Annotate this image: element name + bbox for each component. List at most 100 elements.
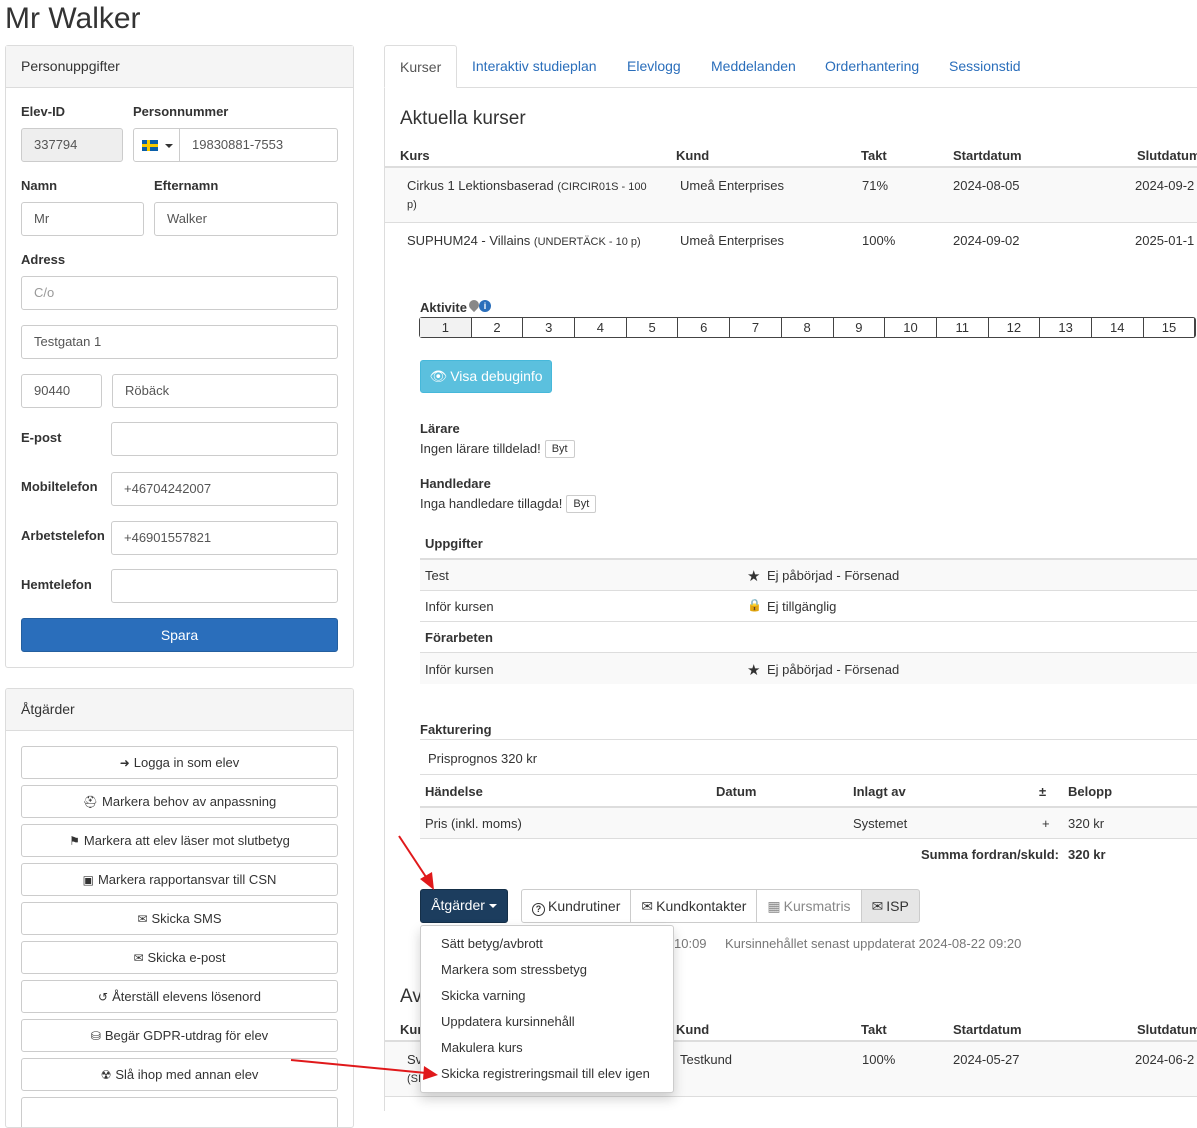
tab-interaktiv-studieplan[interactable]: Interaktiv studieplan (472, 58, 597, 74)
first-name-field[interactable]: Mr (21, 202, 144, 236)
email-label: E-post (21, 430, 62, 445)
activity-step[interactable]: 13 (1040, 318, 1092, 337)
city-field[interactable]: Röbäck (112, 374, 338, 408)
tab-elevlogg[interactable]: Elevlogg (627, 58, 681, 74)
tab-meddelanden[interactable]: Meddelanden (711, 58, 796, 74)
current-courses-heading: Aktuella kurser (400, 108, 526, 129)
divider (420, 774, 1197, 775)
menu-item-resend-registration[interactable]: Skicka registreringsmail till elev igen (441, 1066, 650, 1081)
table-row[interactable]: Cirkus 1 Lektionsbaserad (CIRCIR01S - 10… (407, 178, 647, 193)
divider (420, 838, 1197, 839)
customer-contacts-button[interactable]: ✉ Kundkontakter (630, 889, 758, 923)
info-icon[interactable]: i (479, 300, 491, 312)
col-start: Startdatum (953, 1022, 1022, 1037)
prep-status: Ej påbörjad - Försenad (767, 662, 900, 677)
button-label: Slå ihop med annan elev (115, 1067, 259, 1082)
activity-step[interactable]: 2 (472, 318, 524, 337)
supervisor-value: Inga handledare tillagda! Byt (420, 495, 597, 513)
work-phone-field[interactable]: +46901557821 (111, 521, 338, 555)
activity-step[interactable]: 10 (885, 318, 937, 337)
last-name-label: Efternamn (154, 178, 219, 193)
first-name-label: Namn (21, 178, 58, 193)
activity-step[interactable]: 15 (1144, 318, 1196, 337)
button-label: Visa debuginfo (450, 368, 543, 384)
start-cell: 2024-08-05 (953, 178, 1020, 193)
lifebuoy-icon: ⛑ (82, 795, 99, 809)
assignment-status: Ej påbörjad - Försenad (767, 568, 900, 583)
last-name-field[interactable]: Walker (154, 202, 338, 236)
zip-field[interactable]: 90440 (21, 374, 102, 408)
course-code-cont: p) (407, 199, 417, 211)
assignment-name[interactable]: Test (425, 568, 449, 583)
customer-routines-button[interactable]: ? Kundrutiner (521, 889, 632, 923)
send-email-button[interactable]: ✉ Skicka e-post (21, 941, 338, 974)
save-button[interactable]: Spara (21, 618, 338, 652)
divider (420, 590, 1197, 591)
actions-dropdown-button[interactable]: Åtgärder (420, 889, 508, 923)
next-action-button-partial[interactable] (21, 1097, 338, 1127)
login-as-student-button[interactable]: ➜ Logga in som elev (21, 746, 338, 779)
activity-step[interactable]: 4 (575, 318, 627, 337)
mark-csn-button[interactable]: ▣ Markera rapportansvar till CSN (21, 863, 338, 896)
merge-student-button[interactable]: ☢ Slå ihop med annan elev (21, 1058, 338, 1091)
activity-step[interactable]: 11 (937, 318, 989, 337)
mark-adaptation-button[interactable]: ⛑ Markera behov av anpassning (21, 785, 338, 818)
teacher-text: Ingen lärare tilldelad! (420, 441, 541, 456)
prep-name[interactable]: Inför kursen (425, 662, 494, 677)
change-teacher-button[interactable]: Byt (544, 440, 575, 458)
col-event: Händelse (425, 784, 483, 799)
activity-step[interactable]: 7 (730, 318, 782, 337)
menu-item-void-course[interactable]: Makulera kurs (441, 1040, 523, 1055)
col-amount: Belopp (1068, 784, 1113, 799)
home-phone-field[interactable] (111, 569, 338, 603)
billing-amount: 320 kr (1068, 816, 1105, 831)
menu-item-stress-grade[interactable]: Markera som stressbetyg (441, 962, 587, 977)
reset-password-button[interactable]: ↺ Återställ elevens lösenord (21, 980, 338, 1013)
activity-step[interactable]: 3 (523, 318, 576, 337)
activity-step[interactable]: 5 (627, 318, 679, 337)
activity-step[interactable]: 1 (420, 318, 472, 337)
table-row[interactable]: SUPHUM24 - Villains (UNDERTÄCK - 10 p) (407, 233, 641, 248)
gdpr-export-button[interactable]: ⛁ Begär GDPR-utdrag för elev (21, 1019, 338, 1052)
co-field[interactable]: C/o (21, 276, 338, 310)
tab-content (384, 88, 1197, 1111)
country-selector[interactable] (133, 128, 180, 162)
show-debug-button[interactable]: 👁 Visa debuginfo (420, 360, 552, 393)
student-id-field: 337794 (21, 128, 123, 162)
customer-cell: Umeå Enterprises (680, 233, 785, 248)
email-field[interactable] (111, 422, 338, 456)
ssn-field[interactable]: 19830881-7553 (179, 128, 338, 162)
course-code: (CIRCIR01S - 100 (557, 181, 647, 193)
course-matrix-button[interactable]: ▦ Kursmatris (756, 889, 862, 923)
tab-kurser[interactable]: Kurser (384, 45, 458, 88)
activity-step[interactable]: 6 (678, 318, 731, 337)
course-button-group: ? Kundrutiner ✉ Kundkontakter ▦ Kursmatris … (521, 889, 920, 923)
menu-item-send-warning[interactable]: Skicka varning (441, 988, 526, 1003)
tab-orderhantering[interactable]: Orderhantering (825, 58, 920, 74)
menu-item-set-grade[interactable]: Sätt betyg/avbrott (441, 936, 543, 951)
isp-button[interactable]: ✉ ISP (860, 889, 920, 923)
sign-in-icon: ➜ (119, 756, 130, 770)
end-cell: 2024-06-2 (1135, 1052, 1195, 1067)
tab-sessionstid[interactable]: Sessionstid (949, 58, 1021, 74)
activity-step[interactable]: 8 (782, 318, 834, 337)
sweden-flag-icon (142, 140, 158, 151)
activity-step[interactable]: 9 (834, 318, 886, 337)
divider (385, 1096, 1197, 1097)
button-label: Skicka SMS (151, 911, 222, 926)
assignment-name[interactable]: Inför kursen (425, 599, 494, 614)
menu-item-update-content[interactable]: Uppdatera kursinnehåll (441, 1014, 575, 1029)
activity-step[interactable]: 12 (989, 318, 1041, 337)
activity-step[interactable]: 14 (1092, 318, 1144, 337)
col-end: Slutdatum (1137, 148, 1197, 163)
course-code: (SI (407, 1073, 422, 1085)
table-row-stripe (385, 168, 1197, 222)
mobile-field[interactable]: +46704242007 (111, 472, 338, 506)
change-supervisor-button[interactable]: Byt (566, 495, 597, 513)
table-row-stripe (420, 560, 1197, 590)
street-field[interactable]: Testgatan 1 (21, 325, 338, 359)
send-sms-button[interactable]: ✉ Skicka SMS (21, 902, 338, 935)
envelope-icon: ✉ (641, 898, 654, 914)
mark-final-grade-button[interactable]: ⚑ Markera att elev läser mot slutbetyg (21, 824, 338, 857)
undo-icon: ↺ (98, 990, 109, 1004)
